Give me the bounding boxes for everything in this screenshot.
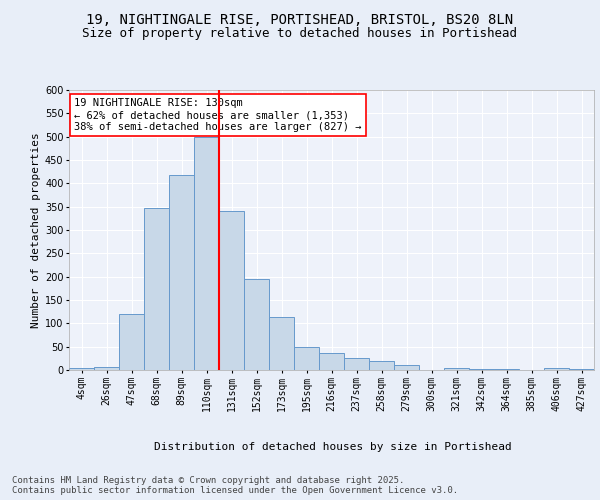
Bar [569,368,594,370]
Bar [369,360,394,370]
Bar [544,368,569,370]
Text: Distribution of detached houses by size in Portishead: Distribution of detached houses by size … [154,442,512,452]
Bar [294,346,319,370]
Bar [244,278,269,370]
Bar [269,318,294,370]
Text: 19 NIGHTINGALE RISE: 130sqm
← 62% of detached houses are smaller (1,353)
38% of : 19 NIGHTINGALE RISE: 130sqm ← 62% of det… [74,98,362,132]
Bar [319,353,344,370]
Bar [219,212,244,370]
Text: Size of property relative to detached houses in Portishead: Size of property relative to detached ho… [83,28,517,40]
Bar [69,368,94,370]
Bar [144,208,169,370]
Bar [94,367,119,370]
Bar [394,366,419,370]
Bar [119,314,144,370]
Bar [444,368,469,370]
Bar [469,368,494,370]
Text: 19, NIGHTINGALE RISE, PORTISHEAD, BRISTOL, BS20 8LN: 19, NIGHTINGALE RISE, PORTISHEAD, BRISTO… [86,12,514,26]
Y-axis label: Number of detached properties: Number of detached properties [31,132,41,328]
Text: Contains HM Land Registry data © Crown copyright and database right 2025.
Contai: Contains HM Land Registry data © Crown c… [12,476,458,495]
Bar [169,175,194,370]
Bar [494,368,519,370]
Bar [194,136,219,370]
Bar [344,358,369,370]
